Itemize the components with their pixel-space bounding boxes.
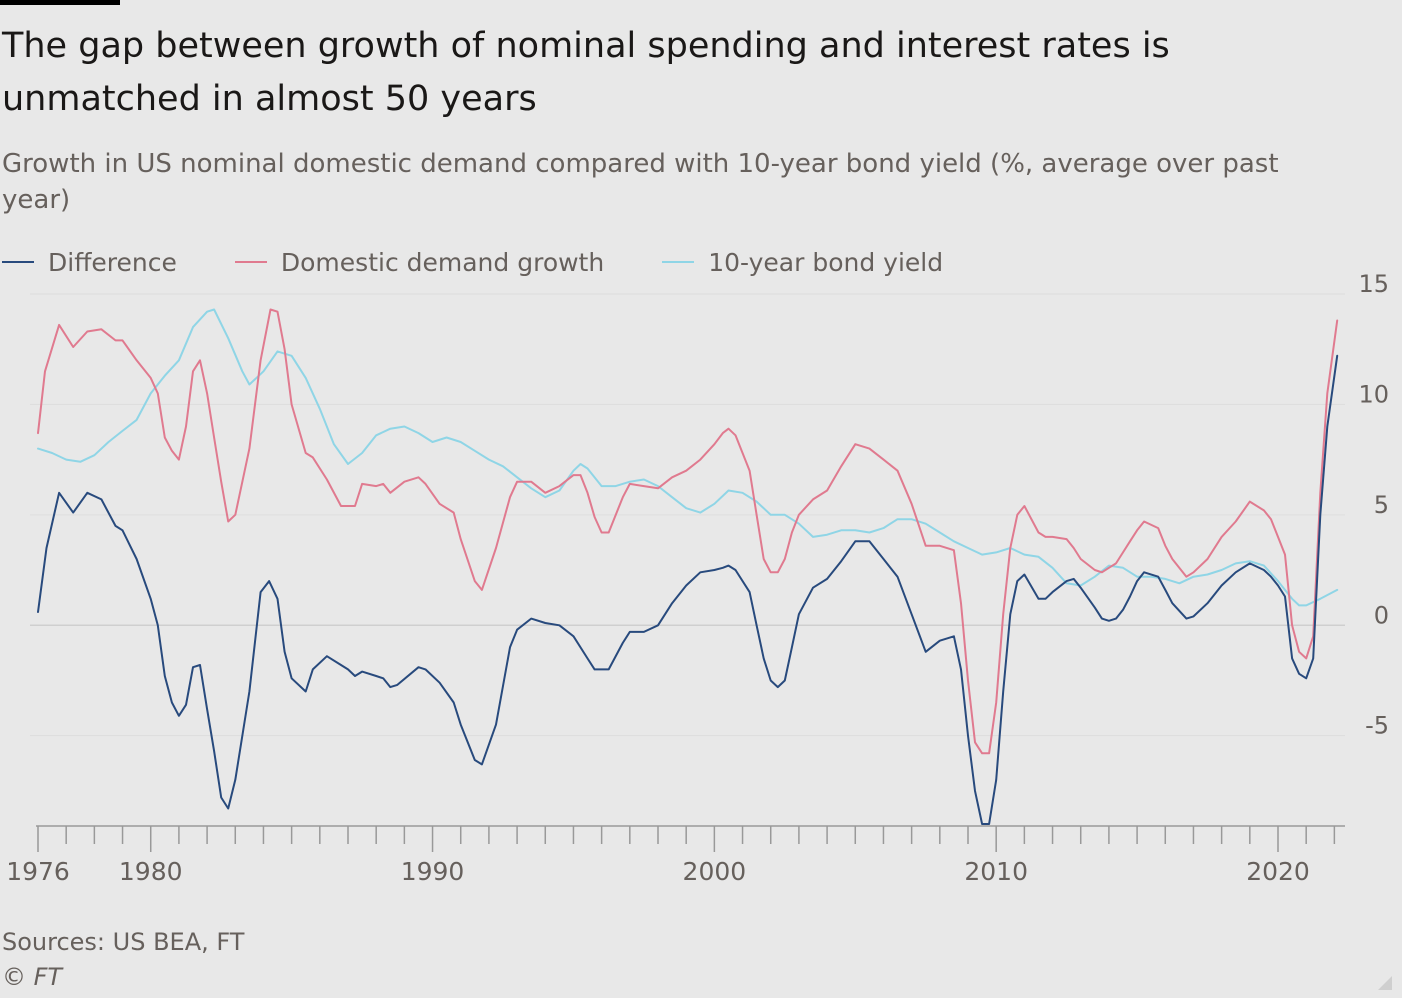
y-tick-label: 15 xyxy=(1358,270,1389,298)
x-tick-labels: 1976 1980 1990 2000 2010 2020 xyxy=(6,857,1310,886)
x-tick-label: 2010 xyxy=(964,857,1028,886)
y-tick-label: 5 xyxy=(1374,491,1389,519)
legend-item-demand: Domestic demand growth xyxy=(234,247,605,277)
legend-swatch-difference xyxy=(2,261,34,263)
legend-label-demand: Domestic demand growth xyxy=(280,247,605,277)
x-axis xyxy=(36,825,1345,852)
legend: Difference Domestic demand growth 10-yea… xyxy=(2,244,1001,280)
x-tick-label: 1990 xyxy=(401,857,465,886)
resize-corner-icon xyxy=(1378,976,1392,990)
y-tick-label: 0 xyxy=(1374,601,1389,629)
grid-layer xyxy=(30,293,1345,737)
series-line-bond xyxy=(37,308,1339,607)
line-chart: 15 10 5 0 -5 1976 1980 1990 2000 2010 2020 xyxy=(6,270,1389,886)
top-accent-bar xyxy=(0,0,120,5)
legend-item-difference: Difference xyxy=(2,248,177,277)
x-tick-label: 1976 xyxy=(6,857,70,886)
y-axis: 15 10 5 0 -5 xyxy=(1358,270,1389,740)
series-layer xyxy=(37,308,1339,825)
chart-subtitle: Growth in US nominal domestic demand com… xyxy=(2,149,1279,215)
series-line-difference xyxy=(37,354,1339,825)
legend-swatch-bond xyxy=(662,261,695,263)
legend-label-bond: 10-year bond yield xyxy=(708,247,944,277)
x-tick-label: 2000 xyxy=(683,857,747,886)
chart-title: The gap between growth of nominal spendi… xyxy=(2,26,1170,119)
x-tick-label: 2020 xyxy=(1246,857,1310,886)
legend-item-bond: 10-year bond yield xyxy=(662,248,943,277)
series-line-demand xyxy=(37,308,1339,755)
y-tick-label: -5 xyxy=(1365,712,1389,740)
sources-note: Sources: US BEA, FT xyxy=(2,928,245,956)
copyright-note: © FT xyxy=(2,963,63,991)
y-tick-label: 10 xyxy=(1358,380,1389,408)
x-tick-label: 1980 xyxy=(119,857,183,886)
legend-swatch-demand xyxy=(234,261,267,263)
legend-label-difference: Difference xyxy=(48,247,177,277)
